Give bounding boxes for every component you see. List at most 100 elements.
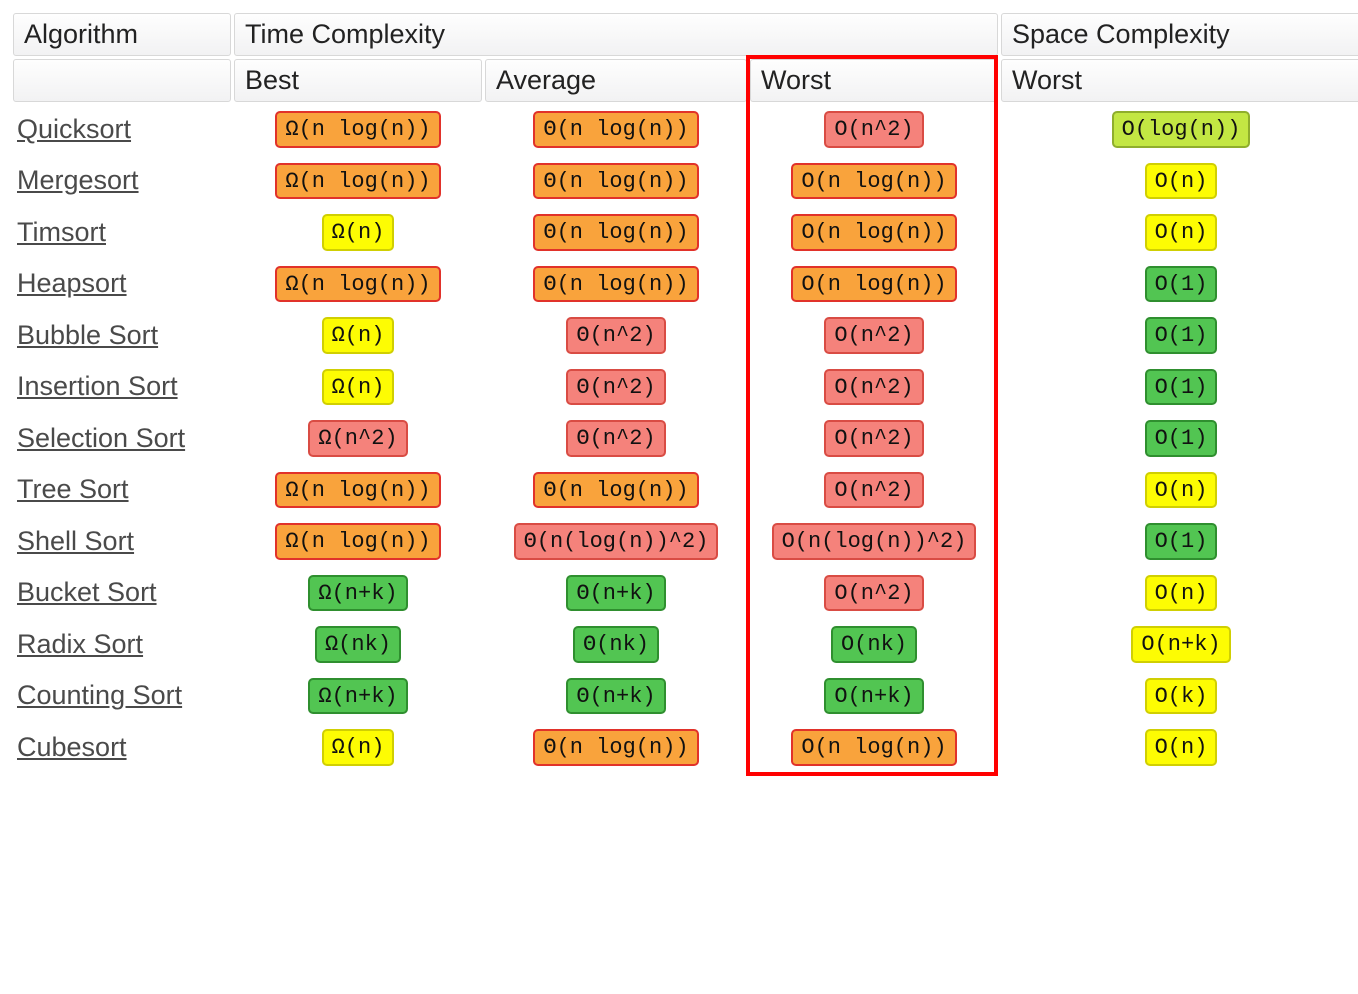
algorithm-link[interactable]: Insertion Sort [17,371,178,401]
best-cell: Ω(n log(n)) [234,466,482,515]
table-row: Mergesort Ω(n log(n)) Θ(n log(n)) O(n log(n… [13,157,1358,206]
algorithm-link[interactable]: Quicksort [17,114,131,144]
space-cell: O(n) [1001,723,1358,772]
complexity-badge: Θ(n log(n)) [533,214,698,251]
complexity-badge: Ω(n^2) [308,420,407,457]
complexity-badge: Ω(n log(n)) [275,163,440,200]
worst-cell: O(n log(n)) [750,157,998,206]
table-row: Radix Sort Ω(nk) Θ(nk) O(nk) O(n+k) [13,620,1358,669]
avg-cell: Θ(n^2) [485,363,747,412]
space-cell: O(n) [1001,466,1358,515]
complexity-badge: Θ(n+k) [566,678,665,715]
algorithm-link[interactable]: Heapsort [17,268,127,298]
avg-cell: Θ(nk) [485,620,747,669]
complexity-badge: Θ(nk) [573,626,659,663]
worst-cell: O(nk) [750,620,998,669]
algorithm-link[interactable]: Bucket Sort [17,577,157,607]
algorithm-cell: Bucket Sort [13,569,231,618]
complexity-badge: O(n^2) [824,575,923,612]
algorithm-cell: Counting Sort [13,672,231,721]
complexity-badge: O(1) [1145,369,1218,406]
algorithm-link[interactable]: Shell Sort [17,526,134,556]
complexity-badge: O(1) [1145,420,1218,457]
best-cell: Ω(n) [234,723,482,772]
best-cell: Ω(n log(n)) [234,517,482,566]
avg-cell: Θ(n log(n)) [485,723,747,772]
worst-cell: O(n^2) [750,105,998,154]
algorithm-link[interactable]: Tree Sort [17,474,129,504]
space-cell: O(n) [1001,569,1358,618]
complexity-badge: O(n^2) [824,369,923,406]
complexity-badge: O(n) [1145,575,1218,612]
complexity-badge: Θ(n log(n)) [533,163,698,200]
complexity-badge: O(n) [1145,729,1218,766]
table-row: Bubble Sort Ω(n)Θ(n^2) O(n^2) O(1) [13,311,1358,360]
table-row: Tree SortΩ(n log(n))Θ(n log(n))O(n^2)O(n… [13,466,1358,515]
complexity-badge: Θ(n log(n)) [533,472,698,509]
avg-cell: Θ(n log(n)) [485,466,747,515]
complexity-badge: Θ(n(log(n))^2) [514,523,719,560]
header-algorithm: Algorithm [13,13,231,56]
table-row: Shell Sort Ω(n log(n)) Θ(n(log(n))^2) O(n(l… [13,517,1358,566]
complexity-badge: O(n+k) [1131,626,1230,663]
algorithm-link[interactable]: Radix Sort [17,629,143,659]
subheader-best-1: Best [234,59,482,102]
header-space-complexity: Space Complexity [1001,13,1358,56]
complexity-badge: Ω(nk) [315,626,401,663]
algorithm-link[interactable]: Selection Sort [17,423,185,453]
table-row: Insertion SortΩ(n)Θ(n^2)O(n^2)O(1) [13,363,1358,412]
best-cell: Ω(nk) [234,620,482,669]
algorithm-cell: Cubesort [13,723,231,772]
complexity-badge: O(n^2) [824,111,923,148]
algorithm-link[interactable]: Bubble Sort [17,320,158,350]
space-cell: O(1) [1001,260,1358,309]
table-row: CubesortΩ(n)Θ(n log(n))O(n log(n))O(n) [13,723,1358,772]
space-cell: O(n) [1001,208,1358,257]
complexity-badge: O(n^2) [824,317,923,354]
avg-cell: Θ(n+k) [485,672,747,721]
complexity-badge: O(n(log(n))^2) [772,523,977,560]
complexity-badge: O(n) [1145,214,1218,251]
algorithm-link[interactable]: Mergesort [17,165,139,195]
subheader-average-2: Average [485,59,747,102]
space-cell: O(1) [1001,517,1358,566]
algorithm-cell: Selection Sort [13,414,231,463]
algorithm-cell: Quicksort [13,105,231,154]
algorithm-link[interactable]: Cubesort [17,732,127,762]
complexity-badge: Θ(n log(n)) [533,729,698,766]
algorithm-link[interactable]: Counting Sort [17,680,182,710]
algorithm-cell: Insertion Sort [13,363,231,412]
worst-cell: O(n^2) [750,569,998,618]
complexity-badge: Ω(n+k) [308,575,407,612]
best-cell: Ω(n) [234,311,482,360]
algorithm-cell: Shell Sort [13,517,231,566]
complexity-badge: O(n) [1145,163,1218,200]
table-row: HeapsortΩ(n log(n))Θ(n log(n))O(n log(n)… [13,260,1358,309]
header-time-complexity: Time Complexity [234,13,998,56]
algorithm-link[interactable]: Timsort [17,217,106,247]
table-row: QuicksortΩ(n log(n))Θ(n log(n))O(n^2)O(l… [13,105,1358,154]
complexity-badge: Θ(n+k) [566,575,665,612]
avg-cell: Θ(n^2) [485,414,747,463]
complexity-badge: Θ(n log(n)) [533,111,698,148]
avg-cell: Θ(n(log(n))^2) [485,517,747,566]
table-row: Selection SortΩ(n^2)Θ(n^2)O(n^2)O(1) [13,414,1358,463]
best-cell: Ω(n+k) [234,672,482,721]
complexity-badge: O(n log(n)) [791,163,956,200]
worst-cell: O(n(log(n))^2) [750,517,998,566]
worst-cell: O(n^2) [750,363,998,412]
space-cell: O(n+k) [1001,620,1358,669]
complexity-badge: O(1) [1145,317,1218,354]
avg-cell: Θ(n^2) [485,311,747,360]
subheader-worst-4: Worst [1001,59,1358,102]
avg-cell: Θ(n log(n)) [485,157,747,206]
complexity-badge: Ω(n) [322,214,395,251]
subheader-worst-3: Worst [750,59,998,102]
space-cell: O(1) [1001,414,1358,463]
algorithm-cell: Timsort [13,208,231,257]
header-row-1: AlgorithmTime ComplexitySpace Complexity [13,13,1358,56]
table-row: TimsortΩ(n)Θ(n log(n))O(n log(n))O(n) [13,208,1358,257]
complexity-badge: Θ(n log(n)) [533,266,698,303]
complexity-badge: Ω(n+k) [308,678,407,715]
table-row: Counting SortΩ(n+k)Θ(n+k)O(n+k)O(k) [13,672,1358,721]
